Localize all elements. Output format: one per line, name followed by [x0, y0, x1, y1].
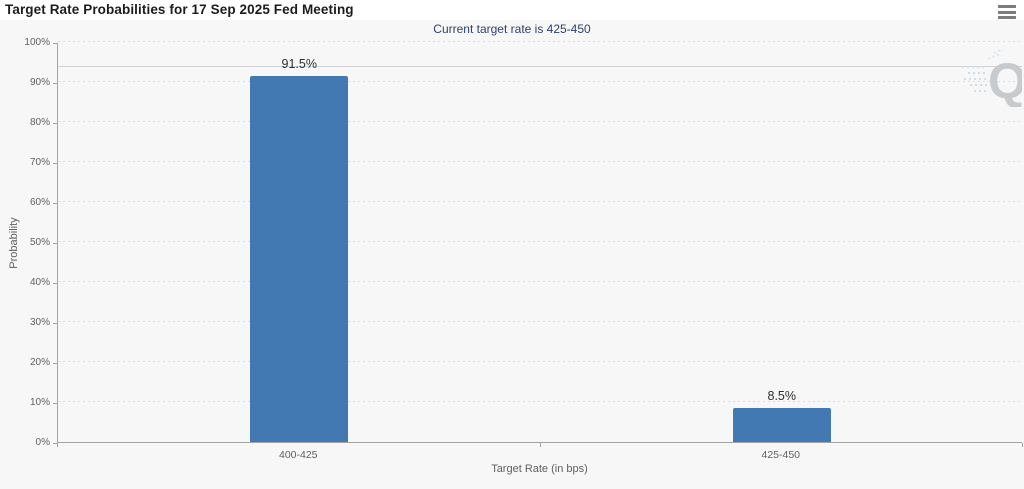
y-tick-label: 60% [29, 197, 50, 208]
y-tick-label: 20% [29, 357, 50, 368]
y-tick-label: 40% [29, 277, 50, 288]
y-tick-label: 80% [29, 117, 50, 128]
y-tick-mark [53, 123, 57, 124]
y-tick-mark [53, 243, 57, 244]
gridline-60 [58, 201, 1022, 202]
y-tick-mark [53, 83, 57, 84]
y-tick-label: 0% [35, 437, 50, 448]
gridline-20 [58, 361, 1022, 362]
gridline-30 [58, 321, 1022, 322]
bar-425-450[interactable] [732, 408, 831, 442]
gridline-70 [58, 161, 1022, 162]
quikstrike-q-logo: Q [962, 49, 1022, 107]
gridline-10 [58, 401, 1022, 402]
x-axis-title: Target Rate (in bps) [491, 463, 588, 475]
y-tick-label: 100% [24, 37, 50, 48]
y-tick-mark [53, 323, 57, 324]
y-tick-mark [53, 43, 57, 44]
x-boundary-tick [539, 443, 541, 447]
y-tick-mark [53, 163, 57, 164]
chart-subtitle: Current target rate is 425-450 [433, 22, 591, 36]
x-boundary-tick [1022, 443, 1023, 447]
bar-value-label: 8.5% [767, 389, 797, 403]
x-boundary-tick [57, 443, 58, 447]
gridline-90 [58, 81, 1022, 82]
y-tick-mark [53, 443, 57, 444]
y-tick-label: 30% [29, 317, 50, 328]
gridline-40 [58, 281, 1022, 282]
hamburger-menu-icon[interactable] [998, 5, 1016, 19]
svg-text:Q: Q [988, 53, 1022, 107]
y-tick-label: 10% [29, 397, 50, 408]
y-tick-label: 90% [29, 77, 50, 88]
gridline-50 [58, 241, 1022, 242]
y-tick-mark [53, 283, 57, 284]
bar-400-425[interactable] [250, 76, 349, 442]
x-category-label: 425-450 [761, 449, 801, 461]
y-tick-label: 70% [29, 157, 50, 168]
bar-value-label: 91.5% [281, 57, 317, 71]
page-title: Target Rate Probabilities for 17 Sep 202… [5, 2, 354, 17]
gridline-80 [58, 121, 1022, 122]
reference-line [58, 66, 1022, 67]
header-bar: Target Rate Probabilities for 17 Sep 202… [0, 0, 1024, 20]
y-tick-mark [53, 203, 57, 204]
x-category-label: 400-425 [278, 449, 318, 461]
y-tick-mark [53, 403, 57, 404]
y-tick-label: 50% [29, 237, 50, 248]
plot-area: Q 91.5% 8.5% [57, 41, 1022, 443]
gridline-100 [58, 41, 1022, 42]
y-tick-mark [53, 363, 57, 364]
